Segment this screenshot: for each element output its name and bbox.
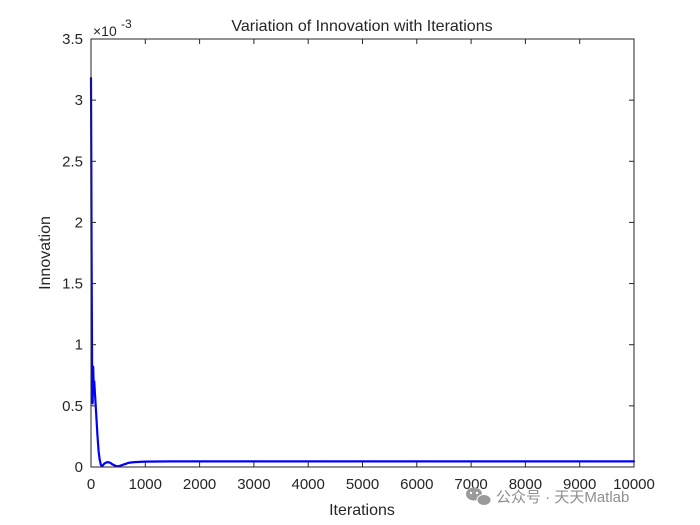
x-axis-label: Iterations xyxy=(329,502,395,519)
watermark: 公众号 · 天天Matlab xyxy=(466,487,629,506)
x-tick-labels: 0 1000 2000 3000 4000 5000 6000 7000 8000 9000 100… xyxy=(87,476,655,493)
x-tick-label: 3000 xyxy=(237,476,270,493)
y-tick-label: 1 xyxy=(75,337,83,354)
x-tick-label: 2000 xyxy=(183,476,216,493)
y-tick-labels: 0 0.5 1 1.5 2 2.5 3 3.5 xyxy=(62,31,83,476)
y-tick-label: 3.5 xyxy=(62,31,83,48)
tick-marks xyxy=(90,38,635,468)
series-group xyxy=(89,77,636,468)
y-tick-label: 0 xyxy=(75,459,83,476)
watermark-text: 公众号 · 天天Matlab xyxy=(496,489,629,506)
y-tick-label: 2 xyxy=(75,214,83,231)
series-line-0 xyxy=(89,77,636,468)
chart-title: Variation of Innovation with Iterations xyxy=(231,18,492,35)
wechat-icon xyxy=(466,487,492,506)
plot-area xyxy=(91,39,634,467)
x-tick-label: 9000 xyxy=(563,476,596,493)
x-tick-label: 1000 xyxy=(129,476,162,493)
y-tick-label: 1.5 xyxy=(62,276,83,293)
y-exponent-power: -3 xyxy=(121,17,132,31)
y-tick-label: 0.5 xyxy=(62,398,83,415)
x-tick-label: 5000 xyxy=(346,476,379,493)
y-tick-label: 2.5 xyxy=(62,153,83,170)
y-exponent-base: ×10 xyxy=(93,23,117,39)
x-tick-label: 8000 xyxy=(509,476,542,493)
x-tick-label: 0 xyxy=(87,476,95,493)
x-tick-label: 10000 xyxy=(613,476,655,493)
y-axis-label: Innovation xyxy=(37,216,54,290)
x-tick-label: 7000 xyxy=(454,476,487,493)
x-tick-label: 6000 xyxy=(400,476,433,493)
y-tick-label: 3 xyxy=(75,92,83,109)
x-tick-label: 4000 xyxy=(292,476,325,493)
